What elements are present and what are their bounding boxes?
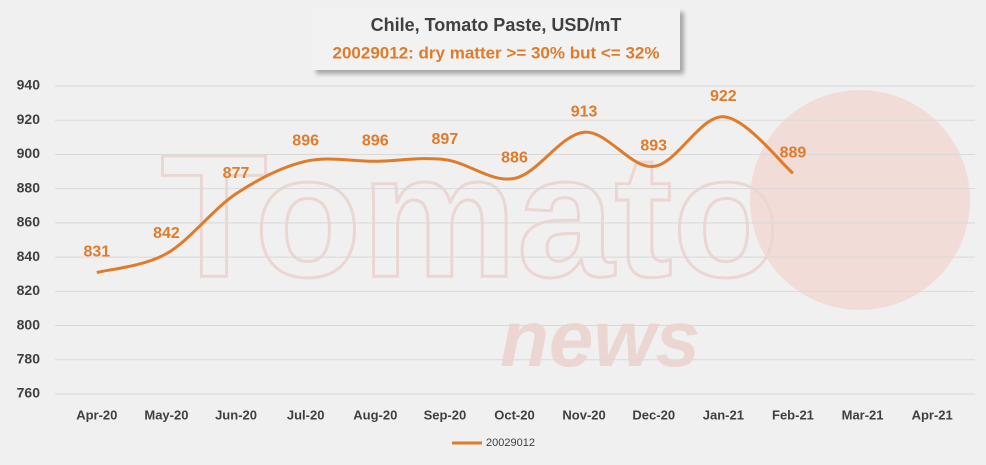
- y-tick-label: 940: [17, 77, 41, 93]
- x-tick-label: May-20: [144, 407, 188, 422]
- line-series: [96, 115, 794, 274]
- x-tick-label: Jun-20: [215, 407, 257, 422]
- x-tick-label: Aug-20: [353, 407, 397, 422]
- data-label: 913: [571, 103, 598, 120]
- y-tick-label: 820: [17, 282, 41, 298]
- legend-label: 20029012: [486, 437, 535, 449]
- chart-subtitle: 20029012: dry matter >= 30% but <= 32%: [333, 43, 660, 62]
- x-tick-label: Jul-20: [287, 407, 325, 422]
- data-label: 897: [432, 131, 459, 148]
- x-tick-label: Oct-20: [494, 407, 534, 422]
- x-tick-label: Nov-20: [562, 407, 605, 422]
- x-tick-label: Apr-20: [76, 407, 117, 422]
- title-box: [312, 8, 680, 70]
- data-label: 831: [83, 244, 110, 261]
- y-tick-label: 780: [17, 350, 41, 366]
- x-tick-label: Sep-20: [424, 407, 467, 422]
- y-tick-label: 760: [17, 385, 41, 401]
- y-tick-label: 860: [17, 214, 41, 230]
- x-tick-label: Dec-20: [632, 407, 675, 422]
- watermark-text: Tomato: [161, 119, 780, 314]
- data-label: 896: [292, 133, 319, 150]
- x-tick-label: Apr-21: [912, 407, 953, 422]
- y-tick-label: 840: [17, 248, 41, 264]
- y-tick-label: 900: [17, 145, 41, 161]
- data-label: 877: [223, 165, 250, 182]
- y-tick-label: 800: [17, 316, 41, 332]
- watermark: Tomato news: [159, 90, 970, 383]
- watermark-tomato: [750, 90, 970, 310]
- y-tick-label: 880: [17, 179, 41, 195]
- data-label: 842: [153, 225, 180, 242]
- x-tick-label: Feb-21: [772, 407, 814, 422]
- y-tick-label: 920: [17, 111, 41, 127]
- data-label: 886: [501, 150, 528, 167]
- data-label: 896: [362, 133, 389, 150]
- data-label: 922: [710, 88, 737, 105]
- data-label: 893: [640, 138, 667, 155]
- chart-title: Chile, Tomato Paste, USD/mT: [371, 15, 622, 35]
- data-label: 889: [780, 144, 807, 161]
- x-tick-label: Mar-21: [842, 407, 884, 422]
- watermark-subtext: news: [500, 294, 700, 383]
- x-tick-label: Jan-21: [703, 407, 744, 422]
